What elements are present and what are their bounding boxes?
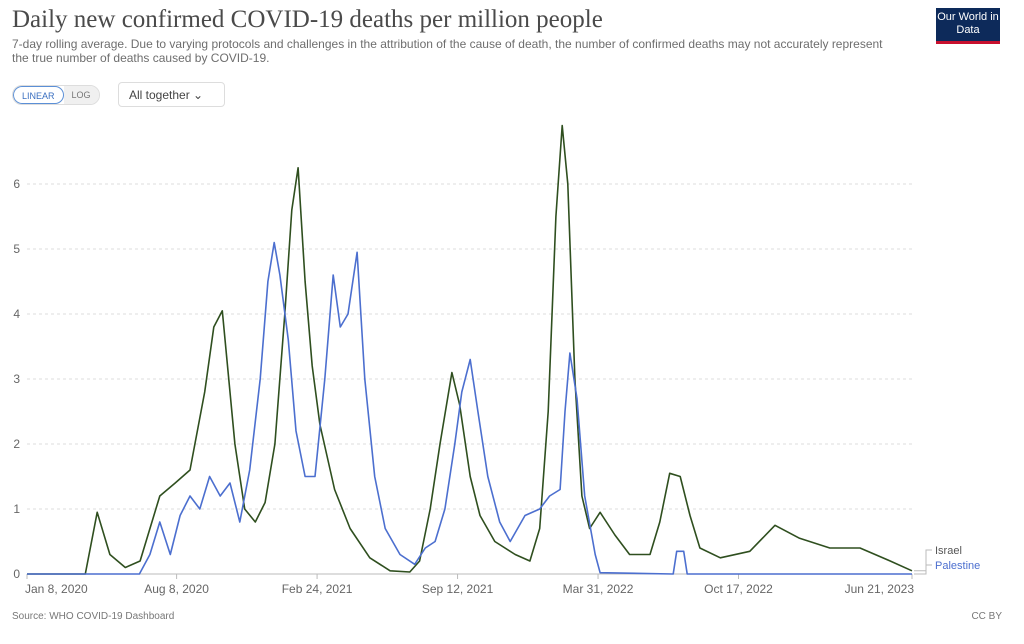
series-line-palestine (27, 241, 912, 575)
series-mode-label: All together (129, 88, 190, 102)
log-button[interactable]: LOG (63, 86, 99, 104)
y-tick-label: 1 (13, 502, 20, 516)
chart-subtitle: 7-day rolling average. Due to varying pr… (12, 37, 883, 65)
x-tick-label: Feb 24, 2021 (282, 582, 353, 596)
y-tick-label: 3 (13, 372, 20, 386)
y-tick-label: 6 (13, 177, 20, 191)
chevron-down-icon: ⌄ (193, 88, 204, 102)
series-line-israel (27, 124, 913, 575)
linear-button[interactable]: LINEAR (13, 86, 64, 104)
y-tick-label: 4 (13, 307, 20, 321)
legend-label-israel: Israel (935, 545, 962, 557)
y-tick-label: 5 (13, 242, 20, 256)
legend-connector (914, 549, 932, 572)
series-mode-dropdown[interactable]: All together ⌄ (118, 82, 225, 107)
y-tick-label: 2 (13, 437, 20, 451)
chart-title: Daily new confirmed COVID-19 deaths per … (12, 6, 603, 33)
y-tick-label: 0 (13, 567, 20, 581)
owid-logo[interactable]: Our World in Data (936, 8, 1000, 44)
source-note[interactable]: Source: WHO COVID-19 Dashboard (12, 611, 175, 622)
legend-connector (914, 564, 932, 575)
x-tick-label: Jun 21, 2023 (845, 582, 915, 596)
license-note[interactable]: CC BY (971, 611, 1002, 622)
x-tick-label: Mar 31, 2022 (563, 582, 634, 596)
x-tick-label: Oct 17, 2022 (704, 582, 773, 596)
x-tick-label: Sep 12, 2021 (422, 582, 494, 596)
scale-toggle[interactable]: LINEAR LOG (12, 85, 100, 105)
x-tick-label: Aug 8, 2020 (144, 582, 209, 596)
x-tick-label: Jan 8, 2020 (25, 582, 88, 596)
legend-label-palestine: Palestine (935, 560, 980, 572)
